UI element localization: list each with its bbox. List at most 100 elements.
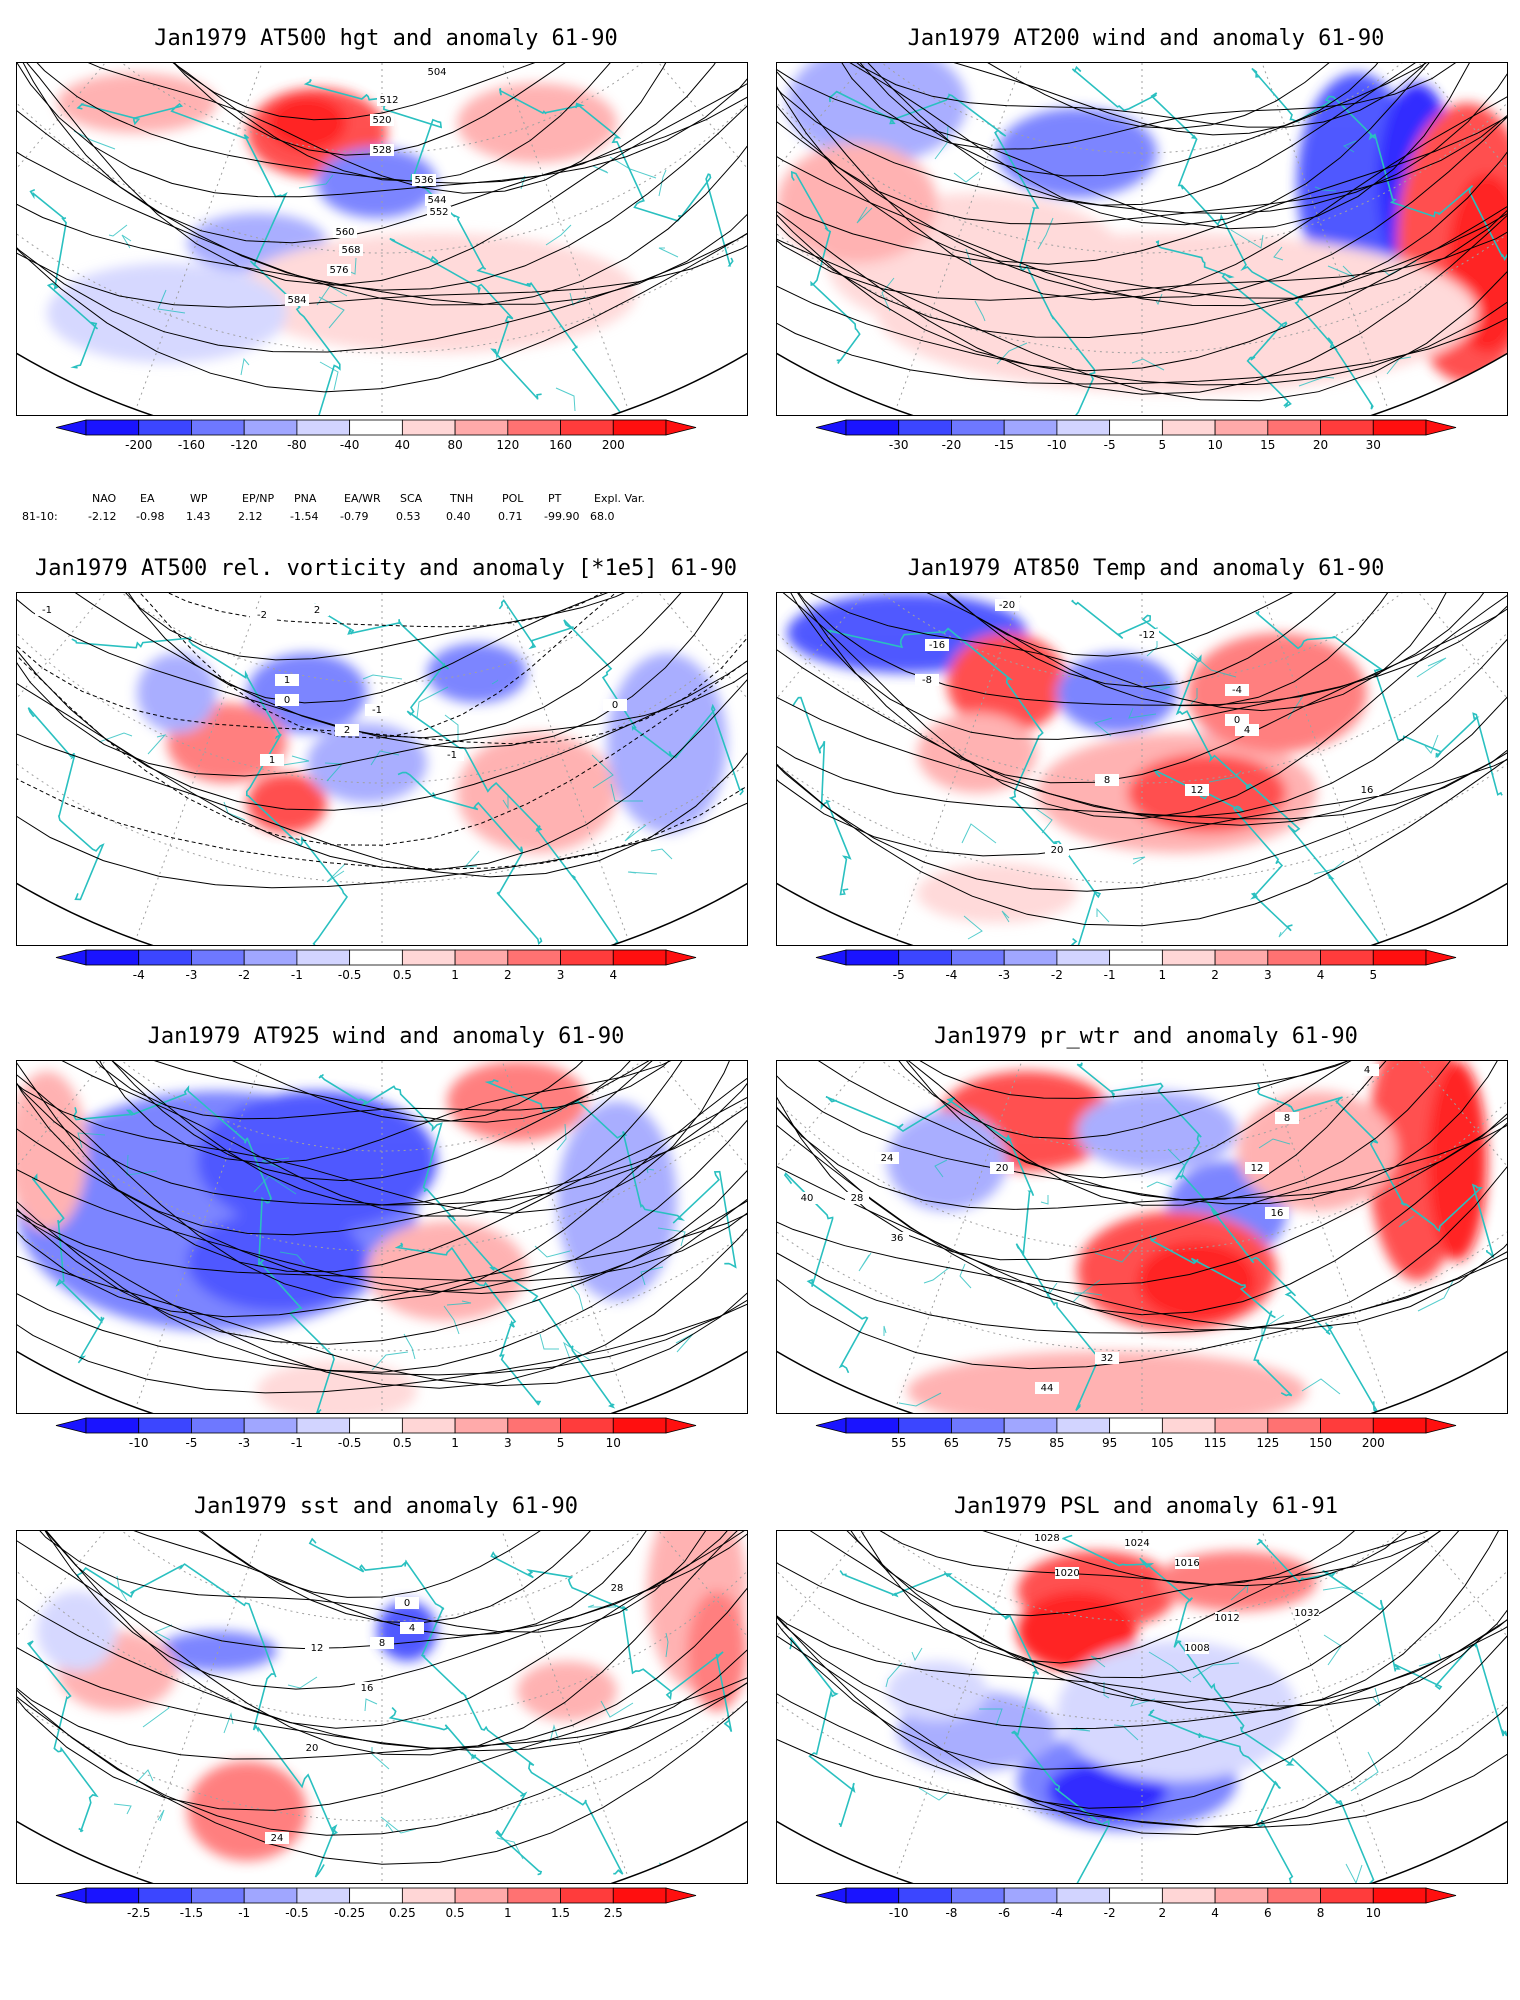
- contour-label-bg: [875, 1152, 899, 1164]
- polar-projection-map: [17, 1061, 747, 1413]
- contour-line: [17, 1061, 747, 1182]
- contour-label-bg: [1175, 1557, 1199, 1569]
- contour-label: 12: [311, 1643, 324, 1654]
- colorbar-tick-label: -0.5: [338, 968, 361, 982]
- colorbar-swatch: [560, 1887, 614, 1904]
- index-value: 2.12: [238, 510, 263, 523]
- contour-line: [788, 593, 1507, 657]
- colorbar-tick-label: -3: [998, 968, 1010, 982]
- contour-label: 1012: [1214, 1613, 1239, 1624]
- contour-line: [778, 63, 1507, 150]
- contour-label-bg: [1035, 1382, 1059, 1394]
- contour-line: [17, 1531, 747, 1690]
- coastline: [76, 1563, 339, 1878]
- contour-label-bg: [1095, 774, 1119, 786]
- contour-line: [777, 1531, 1507, 1617]
- colorbar-swatch: [191, 949, 245, 966]
- contour-label-bg: [1225, 684, 1249, 696]
- contour-label-bg: [377, 94, 401, 106]
- coastline: [1076, 1062, 1379, 1413]
- coastline: [498, 88, 734, 267]
- colorbar-tick-label: -160: [178, 438, 205, 452]
- colorbar-swatch: [1003, 419, 1058, 436]
- colorbar: -10 -8 -6 -4 -2 2 4 6 8 10: [815, 1887, 1457, 1922]
- coastline: [397, 771, 543, 945]
- colorbar-tick-label: 10: [606, 1436, 621, 1450]
- index-value: 0.53: [396, 510, 421, 523]
- colorbar-swatch: [507, 949, 561, 966]
- contour-line: [777, 63, 1507, 230]
- colorbar-swatch: [560, 1417, 614, 1434]
- colorbar-tick-label: -0.5: [285, 1906, 308, 1920]
- coastline: [1147, 1709, 1294, 1883]
- contour-label-bg: [1215, 1612, 1239, 1624]
- contour-label-bg: [35, 604, 59, 616]
- colorbar-swatch: [401, 1417, 456, 1434]
- contour-line: [17, 1061, 747, 1345]
- contour-line: [17, 63, 747, 306]
- anomaly-area: [557, 1101, 677, 1301]
- colorbar-swatch: [898, 949, 952, 966]
- contour-line: [17, 1531, 747, 1836]
- contour-lines: [777, 63, 1507, 402]
- contour-label-bg: [395, 1597, 419, 1609]
- contour-line: [777, 593, 1507, 927]
- contour-line: [17, 1531, 747, 1752]
- colorbar-tick-label: 0.25: [389, 1906, 416, 1920]
- contour-line: [17, 63, 747, 194]
- colorbar-tick-label: 1: [451, 1436, 459, 1450]
- contour-label: 32: [1101, 1353, 1114, 1364]
- contour-line: [777, 63, 1495, 136]
- contour-label: 2: [314, 605, 320, 616]
- contour-line: [17, 1061, 747, 1387]
- contour-label-bg: [1185, 784, 1209, 796]
- colorbar-tick-label: -0.25: [334, 1906, 365, 1920]
- colorbar-tick-label: 10: [1207, 438, 1222, 452]
- contour-line: [777, 593, 1507, 784]
- contour-label-bg: [990, 1162, 1014, 1174]
- colorbar-tick-label: 5: [557, 1436, 565, 1450]
- contour-line: [17, 1061, 747, 1273]
- colorbar-swatch: [138, 419, 192, 436]
- colorbar-tick-label: 95: [1102, 1436, 1117, 1450]
- contour-label: 1020: [1054, 1568, 1079, 1579]
- contour-line: [17, 1061, 747, 1214]
- contour-label-bg: [1035, 1532, 1059, 1544]
- anomaly-area: [317, 148, 437, 218]
- contour-line: [17, 1061, 747, 1302]
- colorbar-swatch: [1372, 419, 1427, 436]
- contour-label: 1024: [1124, 1538, 1149, 1549]
- contour-line: [777, 63, 1507, 226]
- colorbar-tick-label: 20: [1313, 438, 1328, 452]
- contour-line: [777, 63, 1507, 385]
- contour-line: [17, 63, 747, 286]
- contour-line: [17, 1531, 747, 1756]
- colorbar-tick-label: 15: [1260, 438, 1275, 452]
- coastline: [1062, 1534, 1375, 1883]
- contour-label-bg: [1265, 1207, 1289, 1219]
- colorbar-swatch: [243, 419, 298, 436]
- colorbar-tick-label: 5: [1369, 968, 1377, 982]
- index-header: PNA: [294, 492, 317, 505]
- contour-label: 4: [409, 1623, 415, 1634]
- colorbar-tick-label: -5: [893, 968, 905, 982]
- contour-label: 24: [271, 1833, 284, 1844]
- contour-label: -16: [929, 640, 945, 651]
- colorbar-swatch: [243, 1417, 298, 1434]
- anomaly-area: [607, 653, 727, 833]
- contour-line: [17, 63, 747, 198]
- anomaly-area: [247, 773, 327, 833]
- colorbar-tick-label: 80: [447, 438, 462, 452]
- colorbar-tick-label: -0.5: [338, 1436, 361, 1450]
- coastline: [825, 627, 1102, 945]
- coastline: [783, 1172, 869, 1374]
- coastline: [29, 188, 99, 369]
- contour-line: [17, 1531, 747, 1729]
- colorbar-tick-label: 4: [1211, 1906, 1219, 1920]
- contour-label-bg: [795, 1192, 819, 1204]
- colorbar-swatch: [1056, 1417, 1111, 1434]
- index-value: 1.43: [186, 510, 211, 523]
- contour-line: [777, 1061, 1507, 1316]
- colorbar: -10 -5 -3 -1 -0.5 0.5 1 3 5 10: [55, 1417, 697, 1452]
- contour-line: [777, 1061, 1507, 1205]
